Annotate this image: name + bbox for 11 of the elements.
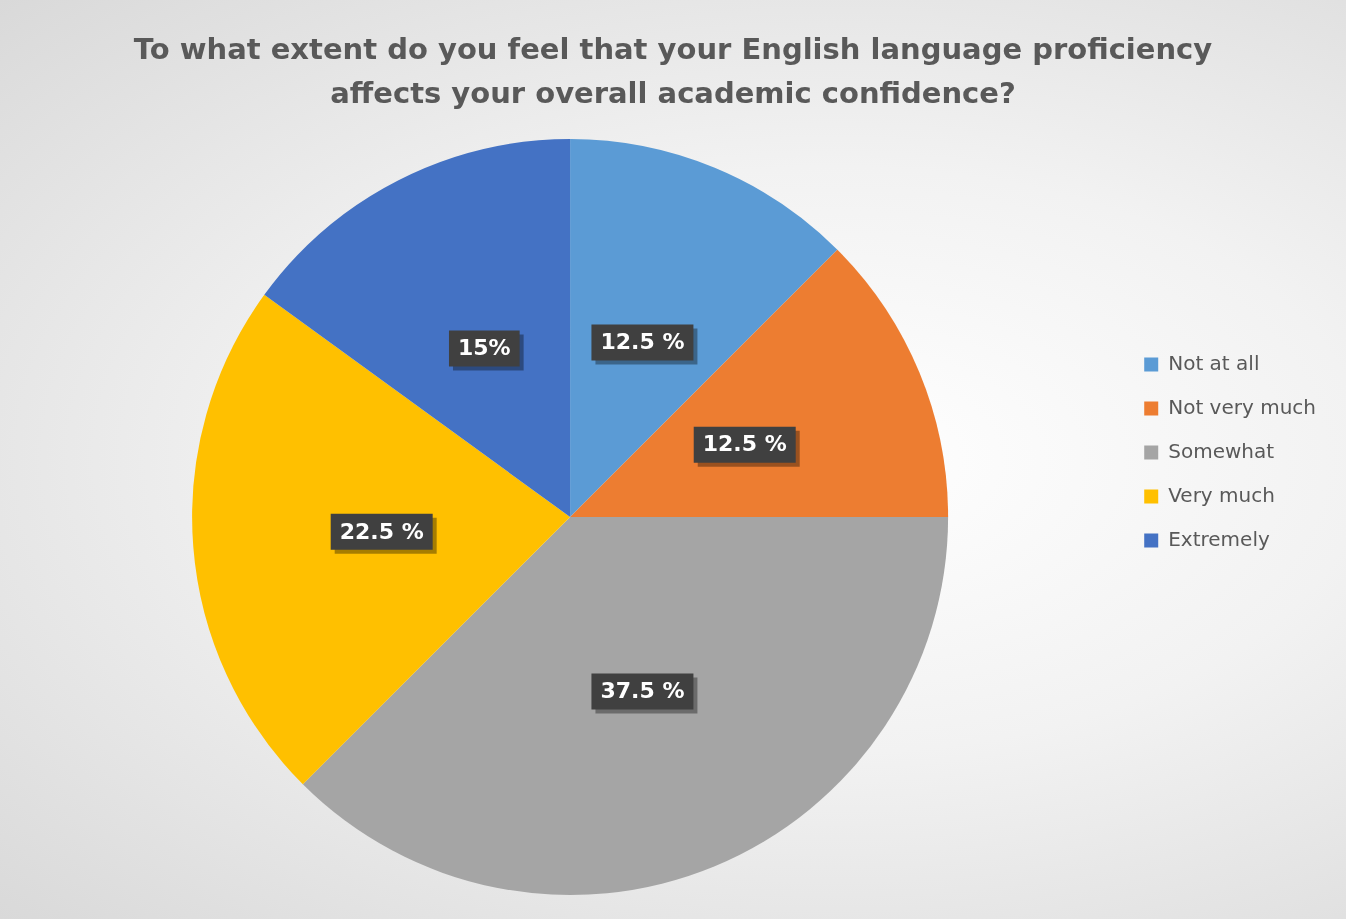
legend-label: Not at all bbox=[1168, 350, 1260, 375]
data-label: 12.5 % bbox=[702, 431, 787, 457]
data-label: 37.5 % bbox=[600, 678, 685, 704]
data-label: 12.5 % bbox=[600, 329, 685, 355]
data-label: 15% bbox=[457, 335, 511, 361]
legend-label: Not very much bbox=[1168, 394, 1317, 419]
legend-label: Extremely bbox=[1168, 526, 1270, 551]
legend-label: Somewhat bbox=[1168, 438, 1275, 463]
chart-title: To what extent do you feel that your English language proficiency affects your overall academic confidence? bbox=[133, 32, 1213, 110]
legend-label: Very much bbox=[1168, 482, 1275, 507]
data-label: 22.5 % bbox=[339, 518, 424, 544]
